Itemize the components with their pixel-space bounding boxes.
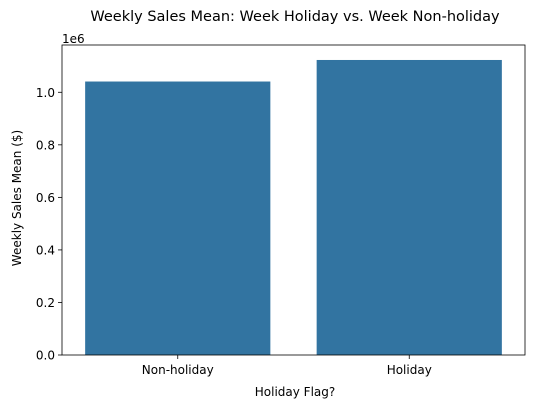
y-tick-label: 0.2	[36, 296, 55, 310]
y-axis-ticks: 0.0 0.2 0.4 0.6 0.8 1.0	[36, 86, 62, 363]
y-tick-label: 0.8	[36, 138, 55, 152]
x-tick-label: Holiday	[387, 363, 432, 377]
x-axis-ticks: Non-holiday Holiday	[142, 355, 432, 377]
bars-group	[85, 59, 502, 355]
y-tick-label: 0.6	[36, 191, 55, 205]
y-tick-label: 0.0	[36, 349, 55, 363]
y-tick-label: 0.4	[36, 243, 55, 257]
bar-holiday	[316, 59, 502, 355]
plot-frame	[61, 44, 526, 356]
y-tick-label: 1.0	[36, 86, 55, 100]
x-axis-label: Holiday Flag?	[255, 385, 336, 399]
bar-non-holiday	[85, 81, 271, 355]
y-axis-label: Weekly Sales Mean ($)	[10, 130, 24, 266]
chart-title: Weekly Sales Mean: Week Holiday vs. Week…	[90, 9, 500, 25]
y-axis-offset-label: 1e6	[62, 32, 85, 46]
x-tick-label: Non-holiday	[142, 363, 214, 377]
